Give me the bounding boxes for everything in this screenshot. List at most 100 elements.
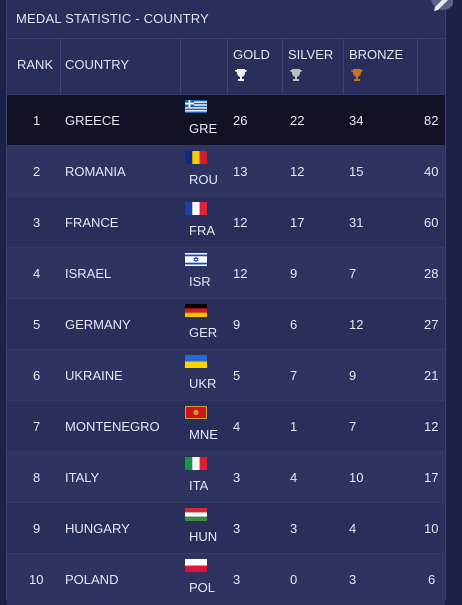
country-name: FRANCE: [65, 215, 119, 230]
rank-cell: 8: [33, 470, 41, 485]
flag-italy-icon: [185, 457, 207, 470]
flag-greece-icon: [185, 100, 207, 113]
silver-count: 17: [290, 215, 305, 230]
flag-montenegro-icon: [185, 406, 207, 419]
flag-israel-icon: [185, 253, 207, 266]
silver-count: 4: [290, 470, 298, 485]
country-code: ISR: [189, 274, 211, 289]
table-row[interactable]: 10 POLAND POL 3 0 3 6: [7, 553, 445, 605]
header-country[interactable]: COUNTRY: [65, 57, 130, 72]
header-divider: [180, 38, 181, 94]
table-row[interactable]: 6 UKRAINE UKR 5 7 9 21: [7, 349, 445, 401]
medal-statistic-panel: MEDAL STATISTIC - COUNTRY RANK COUNTRY G…: [6, 0, 453, 605]
country-code: ROU: [189, 172, 218, 187]
gold-trophy-icon: [235, 69, 247, 81]
silver-count: 0: [290, 572, 298, 587]
table-row[interactable]: 5 GERMANY GER 9 6 12 27: [7, 298, 445, 350]
table-row[interactable]: 1 GREECE GRE 26 22 34 82: [7, 94, 445, 146]
header-bronze[interactable]: BRONZE: [349, 47, 404, 62]
flag-poland-icon: [185, 559, 207, 572]
total-count: 17: [424, 470, 439, 485]
silver-count: 9: [290, 266, 298, 281]
silver-count: 1: [290, 419, 298, 434]
gold-count: 3: [233, 572, 241, 587]
gold-count: 12: [233, 215, 248, 230]
header-divider: [282, 38, 283, 94]
flag-romania-icon: [185, 151, 207, 164]
country-code: HUN: [189, 529, 218, 544]
header-divider: [60, 38, 61, 94]
bronze-count: 15: [349, 164, 364, 179]
flag-france-icon: [185, 202, 207, 215]
total-count: 21: [424, 368, 439, 383]
gold-count: 3: [233, 521, 241, 536]
country-name: ROMANIA: [65, 164, 126, 179]
country-code: MNE: [189, 427, 218, 442]
total-count: 82: [424, 113, 439, 128]
total-count: 10: [424, 521, 439, 536]
rank-cell: 4: [33, 266, 41, 281]
table-row[interactable]: 7 MONTENEGRO MNE 4 1 7 12: [7, 400, 445, 452]
country-name: GREECE: [65, 113, 120, 128]
rank-cell: 5: [33, 317, 41, 332]
gold-count: 12: [233, 266, 248, 281]
total-count: 27: [424, 317, 439, 332]
total-count: 6: [428, 572, 436, 587]
rank-cell: 3: [33, 215, 41, 230]
rank-cell: 10: [29, 572, 44, 587]
table-row[interactable]: 4 ISRAEL ISR 12 9 7 28: [7, 247, 445, 299]
header-gold[interactable]: GOLD: [233, 47, 270, 62]
table-row[interactable]: 9 HUNGARY HUN 3 3 4 10: [7, 502, 445, 554]
header-divider: [227, 38, 228, 94]
header-silver[interactable]: SILVER: [288, 47, 334, 62]
total-count: 28: [424, 266, 439, 281]
table-header: RANK COUNTRY GOLD SILVER BRONZE: [7, 38, 445, 95]
bronze-count: 3: [349, 572, 357, 587]
total-count: 12: [424, 419, 439, 434]
country-code: POL: [189, 580, 216, 595]
country-name: POLAND: [65, 572, 119, 587]
flag-ukraine-icon: [185, 355, 207, 368]
country-name: ISRAEL: [65, 266, 112, 281]
bronze-trophy-icon: [351, 69, 363, 81]
country-name: MONTENEGRO: [65, 419, 160, 434]
rank-cell: 1: [33, 113, 41, 128]
country-name: UKRAINE: [65, 368, 123, 383]
gold-count: 13: [233, 164, 248, 179]
bronze-count: 7: [349, 419, 357, 434]
country-code: UKR: [189, 376, 217, 391]
table-row[interactable]: 3 FRANCE FRA 12 17 31 60: [7, 196, 445, 248]
gold-count: 4: [233, 419, 241, 434]
gold-count: 26: [233, 113, 248, 128]
flag-germany-icon: [185, 304, 207, 317]
silver-trophy-icon: [290, 69, 302, 81]
table-row[interactable]: 8 ITALY ITA 3 4 10 17: [7, 451, 445, 503]
bronze-count: 10: [349, 470, 364, 485]
country-code: GRE: [189, 121, 218, 136]
rank-cell: 6: [33, 368, 41, 383]
bronze-count: 9: [349, 368, 357, 383]
header-rank[interactable]: RANK: [17, 57, 54, 72]
country-name: GERMANY: [65, 317, 131, 332]
rank-cell: 2: [33, 164, 41, 179]
gold-count: 9: [233, 317, 241, 332]
header-divider: [417, 38, 418, 94]
silver-count: 22: [290, 113, 305, 128]
country-name: HUNGARY: [65, 521, 130, 536]
country-name: ITALY: [65, 470, 100, 485]
country-code: GER: [189, 325, 218, 340]
silver-count: 3: [290, 521, 298, 536]
bronze-count: 4: [349, 521, 357, 536]
country-code: FRA: [189, 223, 215, 238]
total-count: 40: [424, 164, 439, 179]
panel-title: MEDAL STATISTIC - COUNTRY: [16, 11, 210, 26]
bronze-count: 31: [349, 215, 364, 230]
flag-hungary-icon: [185, 508, 207, 521]
rank-cell: 9: [33, 521, 41, 536]
gold-count: 5: [233, 368, 241, 383]
table-row[interactable]: 2 ROMANIA ROU 13 12 15 40: [7, 145, 445, 197]
bronze-count: 7: [349, 266, 357, 281]
bronze-count: 12: [349, 317, 364, 332]
pencil-icon[interactable]: [427, 0, 453, 14]
total-count: 60: [424, 215, 439, 230]
